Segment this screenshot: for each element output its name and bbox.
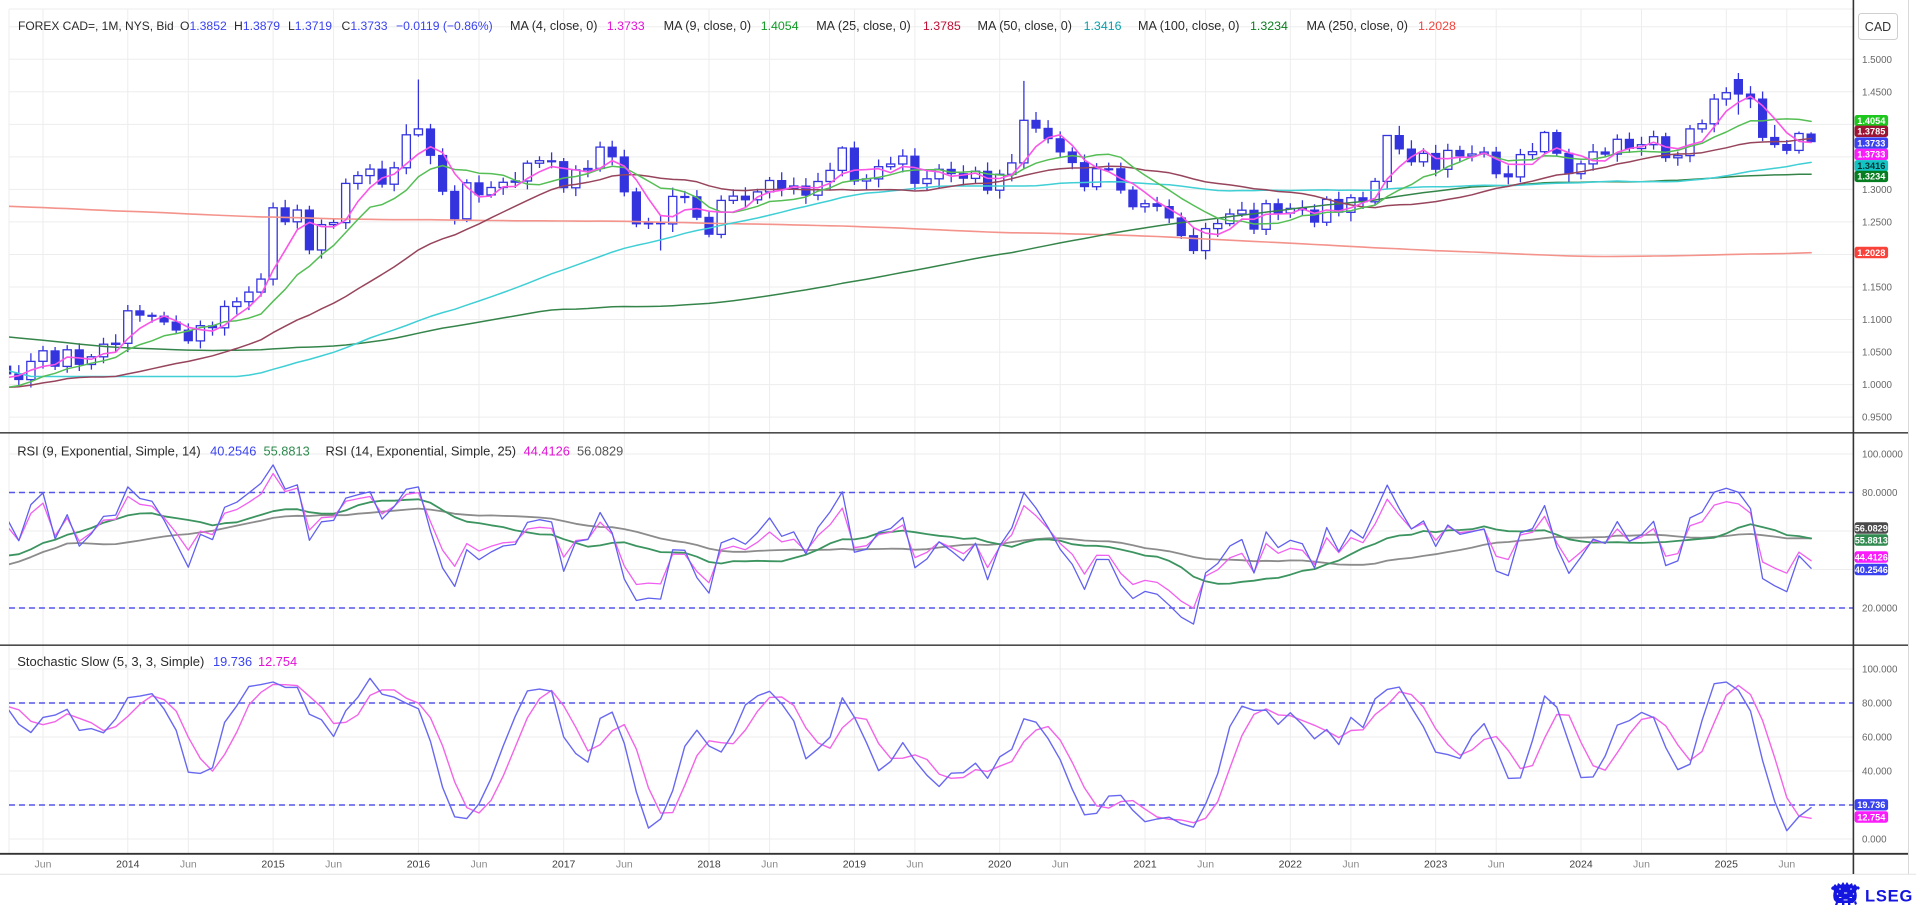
svg-text:56.0829: 56.0829: [577, 444, 623, 459]
svg-text:55.8813: 55.8813: [1855, 535, 1888, 545]
svg-text:80.000: 80.000: [1862, 699, 1893, 710]
svg-text:1.4500: 1.4500: [1862, 87, 1893, 98]
svg-text:Jun: Jun: [35, 859, 52, 871]
svg-text:1.3234: 1.3234: [1857, 172, 1886, 182]
svg-text:1.3785: 1.3785: [1857, 127, 1885, 137]
svg-text:MA (100, close, 0): MA (100, close, 0): [1138, 19, 1240, 33]
svg-text:L1.3719: L1.3719: [288, 19, 332, 33]
svg-text:MA (9, close, 0): MA (9, close, 0): [664, 19, 752, 33]
svg-text:1.3733: 1.3733: [1857, 138, 1885, 148]
svg-text:2014: 2014: [116, 859, 140, 871]
svg-text:MA (50, close, 0): MA (50, close, 0): [978, 19, 1073, 33]
svg-text:20.0000: 20.0000: [1862, 604, 1898, 615]
svg-text:1.4054: 1.4054: [1857, 116, 1886, 126]
svg-text:1.3000: 1.3000: [1862, 185, 1893, 196]
svg-text:2019: 2019: [843, 859, 867, 871]
svg-text:1.3733: 1.3733: [1857, 150, 1885, 160]
svg-text:Stochastic Slow (5, 3, 3, Simp: Stochastic Slow (5, 3, 3, Simple): [17, 654, 204, 669]
svg-text:80.0000: 80.0000: [1862, 488, 1898, 499]
svg-text:44.4126: 44.4126: [524, 444, 570, 459]
svg-text:55.8813: 55.8813: [264, 444, 310, 459]
svg-text:RSI (14, Exponential, Simple,: RSI (14, Exponential, Simple, 25): [326, 444, 517, 459]
svg-text:100.0000: 100.0000: [1862, 450, 1903, 461]
svg-text:MA (250, close, 0): MA (250, close, 0): [1307, 19, 1409, 33]
svg-text:1.2028: 1.2028: [1857, 248, 1885, 258]
svg-text:CAD: CAD: [1865, 20, 1891, 34]
svg-text:Jun: Jun: [180, 859, 197, 871]
svg-text:MA (4, close, 0): MA (4, close, 0): [510, 19, 598, 33]
svg-text:56.0829: 56.0829: [1855, 523, 1888, 533]
svg-text:Jun: Jun: [471, 859, 488, 871]
svg-text:2020: 2020: [988, 859, 1012, 871]
svg-text:H1.3879: H1.3879: [234, 19, 280, 33]
svg-text:O1.3852: O1.3852: [180, 19, 227, 33]
svg-text:2016: 2016: [407, 859, 431, 871]
svg-text:60.000: 60.000: [1862, 733, 1893, 744]
svg-text:40.2546: 40.2546: [1855, 565, 1888, 575]
svg-text:Jun: Jun: [906, 859, 923, 871]
svg-text:1.3416: 1.3416: [1084, 19, 1122, 33]
svg-text:2021: 2021: [1133, 859, 1157, 871]
svg-text:2025: 2025: [1715, 859, 1739, 871]
svg-text:Jun: Jun: [1633, 859, 1650, 871]
svg-text:−0.0119 (−0.86%): −0.0119 (−0.86%): [396, 19, 493, 33]
svg-text:1.3416: 1.3416: [1857, 161, 1885, 171]
svg-text:40.2546: 40.2546: [210, 444, 256, 459]
svg-text:0.000: 0.000: [1862, 835, 1887, 846]
svg-text:44.4126: 44.4126: [1855, 552, 1888, 562]
svg-text:2017: 2017: [552, 859, 576, 871]
svg-text:RSI (9, Exponential, Simple, 1: RSI (9, Exponential, Simple, 14): [17, 444, 200, 459]
svg-text:0.9500: 0.9500: [1862, 413, 1893, 424]
svg-text:100.000: 100.000: [1862, 665, 1898, 676]
svg-text:1.0000: 1.0000: [1862, 380, 1893, 391]
svg-text:2023: 2023: [1424, 859, 1448, 871]
svg-text:19.736: 19.736: [213, 654, 252, 669]
svg-text:1.2500: 1.2500: [1862, 217, 1893, 228]
svg-text:1.3785: 1.3785: [923, 19, 961, 33]
svg-text:1.0500: 1.0500: [1862, 348, 1893, 359]
svg-text:Jun: Jun: [1052, 859, 1069, 871]
svg-text:1.3733: 1.3733: [607, 19, 645, 33]
svg-text:FOREX CAD=, 1M, NYS, Bid: FOREX CAD=, 1M, NYS, Bid: [18, 19, 174, 33]
svg-text:Jun: Jun: [1778, 859, 1795, 871]
svg-text:Jun: Jun: [325, 859, 342, 871]
svg-text:1.5000: 1.5000: [1862, 55, 1893, 66]
svg-text:LSEG: LSEG: [1865, 888, 1913, 906]
svg-text:1.4054: 1.4054: [761, 19, 799, 33]
svg-text:12.754: 12.754: [1857, 812, 1886, 822]
svg-text:1.3234: 1.3234: [1250, 19, 1288, 33]
svg-text:1.1500: 1.1500: [1862, 283, 1893, 294]
svg-text:19.736: 19.736: [1857, 800, 1885, 810]
svg-text:C1.3733: C1.3733: [342, 19, 388, 33]
svg-text:2022: 2022: [1279, 859, 1303, 871]
svg-text:1.2028: 1.2028: [1418, 19, 1456, 33]
svg-text:2015: 2015: [261, 859, 285, 871]
svg-text:Jun: Jun: [761, 859, 778, 871]
svg-text:Jun: Jun: [1342, 859, 1359, 871]
svg-text:12.754: 12.754: [258, 654, 297, 669]
svg-text:2024: 2024: [1569, 859, 1593, 871]
svg-text:MA (25, close, 0): MA (25, close, 0): [816, 19, 911, 33]
svg-text:Jun: Jun: [1488, 859, 1505, 871]
svg-text:2018: 2018: [697, 859, 721, 871]
svg-text:1.1000: 1.1000: [1862, 315, 1893, 326]
svg-text:Jun: Jun: [1197, 859, 1214, 871]
svg-text:Jun: Jun: [616, 859, 633, 871]
svg-text:40.000: 40.000: [1862, 767, 1893, 778]
